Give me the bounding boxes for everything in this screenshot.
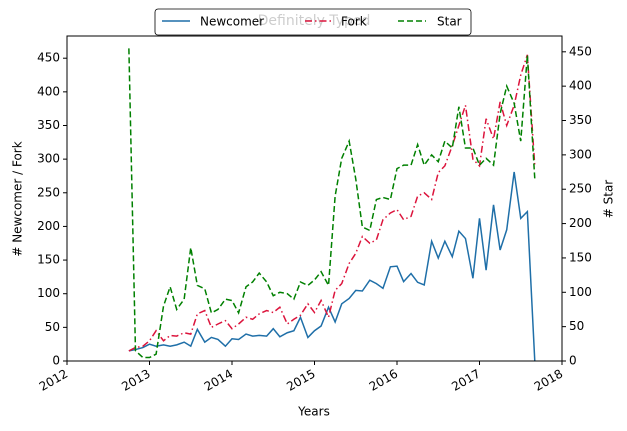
x-tick-label: 2012	[37, 367, 70, 394]
legend-box	[154, 8, 472, 36]
y2-tick-label: 100	[569, 285, 592, 299]
y2-tick-label: 250	[569, 182, 592, 196]
y-tick-label: 300	[37, 152, 60, 166]
x-tick-label: 2017	[449, 367, 482, 394]
plot-frame	[66, 35, 563, 362]
y-tick-label: 200	[37, 219, 60, 233]
y-tick-label: 150	[37, 253, 60, 267]
y2-tick-label: 150	[569, 250, 592, 264]
y-tick-label: 400	[37, 84, 60, 98]
y2-tick-label: 50	[569, 319, 584, 333]
legend-label: Newcomer	[200, 15, 264, 29]
legend-label: Fork	[341, 15, 367, 29]
x-tick-label: 2018	[532, 367, 565, 394]
y2-tick-label: 450	[569, 44, 592, 58]
y-tick-label: 50	[45, 320, 60, 334]
legend-label: Star	[437, 15, 462, 29]
y2-tick-label: 0	[569, 354, 577, 368]
x-tick-label: 2013	[119, 367, 152, 394]
y2-tick-label: 300	[569, 147, 592, 161]
y-tick-label: 0	[52, 354, 60, 368]
y-axis-label: # Newcomer / Fork	[11, 141, 25, 256]
y-tick-label: 250	[37, 185, 60, 199]
y-tick-label: 100	[37, 286, 60, 300]
y-tick-label: 350	[37, 118, 60, 132]
y-tick-label: 450	[37, 51, 60, 65]
series-line	[128, 48, 536, 359]
x-axis-label: Years	[297, 405, 330, 419]
y2-tick-label: 200	[569, 216, 592, 230]
x-tick-label: 2016	[367, 367, 400, 394]
x-tick-label: 2015	[284, 367, 317, 394]
y2-axis-label: # Star	[602, 180, 616, 219]
y2-tick-label: 400	[569, 79, 592, 93]
series-line	[128, 54, 536, 352]
y2-tick-label: 350	[569, 113, 592, 127]
series-line	[128, 171, 536, 362]
x-tick-label: 2014	[202, 367, 235, 394]
